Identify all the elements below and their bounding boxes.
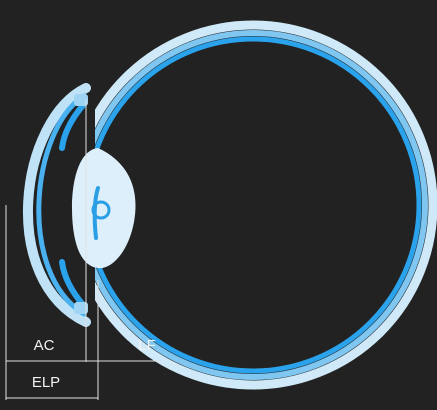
lens-core [92, 186, 100, 240]
ciliary-upper [74, 94, 88, 106]
measurement-lines [5, 100, 160, 400]
cornea-inner [36, 93, 87, 317]
ciliary-lower [74, 302, 88, 314]
lens-body [72, 148, 136, 269]
iris-upper [59, 101, 87, 151]
iris [59, 94, 88, 314]
lf-label: LF [138, 337, 156, 354]
ac-label: AC [34, 337, 55, 354]
lens [72, 148, 136, 269]
cornea-outer [22, 83, 91, 327]
elp-label: ELP [32, 374, 60, 391]
lens-nucleus [91, 200, 111, 220]
cornea [22, 83, 91, 327]
